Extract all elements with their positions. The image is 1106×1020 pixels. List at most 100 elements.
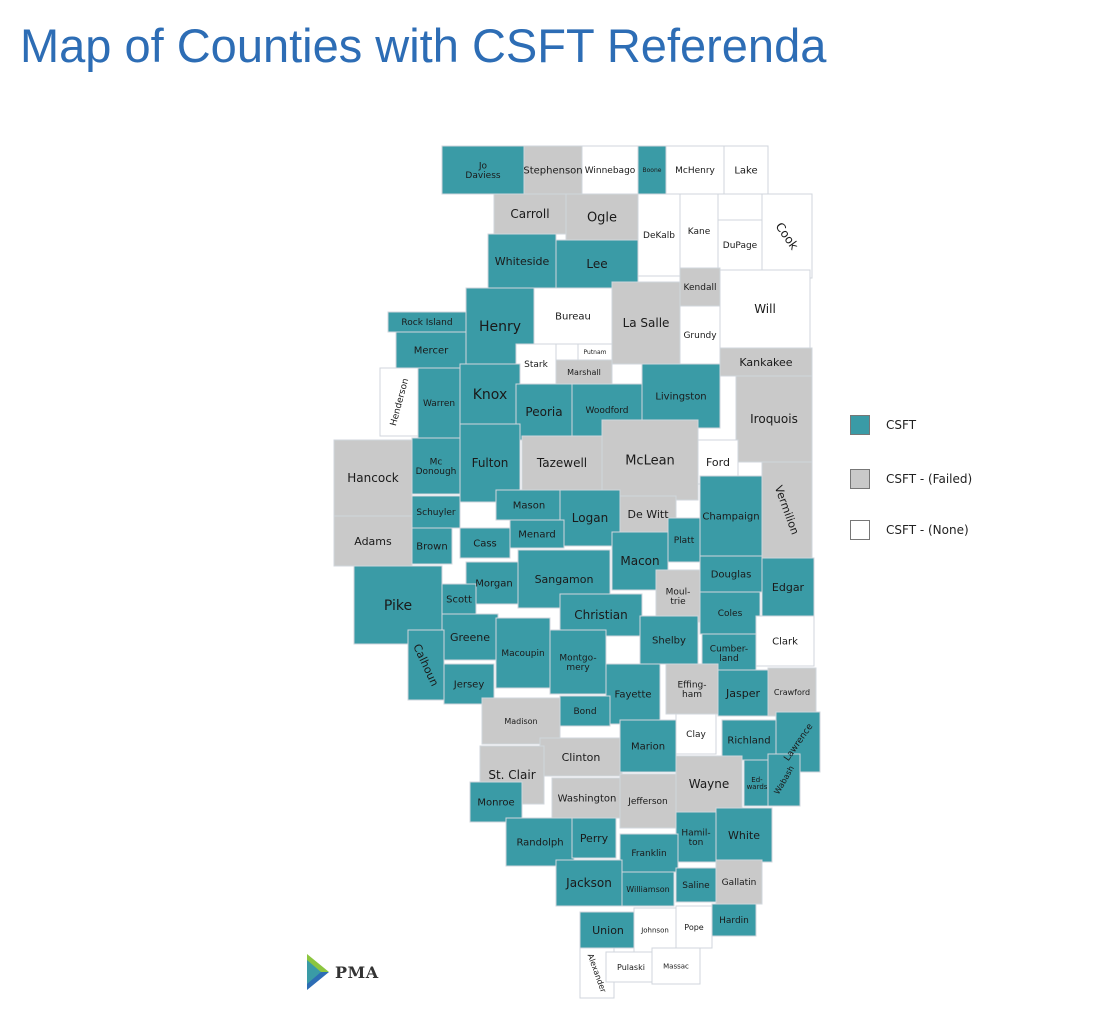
county-warren [417,367,461,439]
county-peoria [515,383,573,441]
county-vermilion [761,461,813,559]
county-label-gallatin: Gallatin [722,878,757,888]
county-label-saline: Saline [682,881,710,891]
county-massac [651,947,701,985]
county-label-winnebago: Winnebago [585,166,636,176]
county-iroquois [735,375,813,463]
county-edgar [761,557,815,617]
county-montgomery [549,629,607,695]
county-label-logan: Logan [572,511,608,525]
county-label-whiteside: Whiteside [495,255,550,268]
county-label-platt: Platt [674,536,695,546]
legend-swatch-failed [850,469,870,489]
county-label-jasper: Jasper [725,687,760,700]
county-label-marion: Marion [631,742,665,753]
county-label-crawford: Crawford [774,688,810,697]
county-label-mc-donough: Mc Donough [416,457,457,476]
legend-label-csft: CSFT [886,418,917,432]
county-macoupin [495,617,551,689]
county-label-dekalb: DeKalb [643,231,675,241]
county-label-kendall: Kendall [684,283,717,293]
county-label-williamson: Williamson [626,885,669,894]
county-wabash [767,753,801,807]
county-cook [761,193,813,279]
county-label-mclean: McLean [625,454,675,469]
county-hamilton [675,811,717,863]
county-label-effingham: Effing-ham [677,680,706,699]
county-label-coles: Coles [718,609,743,619]
county-label-champaign: Champaign [702,512,759,523]
county-label-richland: Richland [727,736,770,747]
county-knox [459,363,521,425]
legend-swatch-csft [850,415,870,435]
county-kankakee [719,347,813,377]
county-label-kankakee: Kankakee [739,356,792,369]
county-label-jefferson: Jefferson [627,797,668,807]
county-label-stark: Stark [524,360,548,370]
county-jersey [443,663,495,705]
county-kendall [679,267,721,307]
pma-logo-icon [307,954,329,990]
county-label-mchenry: McHenry [675,166,715,176]
county-hardin [711,903,757,937]
county-label-ogle: Ogle [587,211,617,226]
county-label-livingston: Livingston [655,392,706,403]
county-label-boone: Boone [643,167,662,174]
county-christian [559,593,643,637]
county-label-fayette: Fayette [614,690,651,701]
county-label-macon: Macon [620,554,659,568]
county-bureau [533,287,613,345]
county-label-lee: Lee [586,257,607,271]
county-greene [441,613,499,661]
county-label-putnam: Putnam [584,349,607,356]
pma-logo: PMA [305,952,379,992]
county-label-carroll: Carroll [510,207,549,221]
county-label-douglas: Douglas [711,570,752,581]
county-dekalb [637,193,681,277]
county-mercer [395,331,467,369]
county-tazewell [521,435,603,491]
county-label-scott: Scott [446,595,472,606]
county-mclean [601,419,699,501]
county-label-st-clair: St. Clair [488,768,535,782]
county-jasper [717,669,769,717]
county-label-washington: Washington [558,794,617,805]
county-label-cumberland: Cumber-land [710,644,748,663]
county-label-perry: Perry [580,832,609,845]
county-label-rock-island: Rock Island [401,318,452,328]
county-williamson [621,871,675,907]
county-label-de-witt: De Witt [627,508,669,521]
county-lake [723,145,769,195]
county-effingham [665,663,719,715]
county-label-jo-daviess: Jo Daviess [465,161,500,180]
county-label-moultrie: Moul-trie [666,587,691,606]
legend-item-none: CSFT - (None) [850,520,969,540]
county-winnebago [581,145,639,195]
county-coles [699,591,761,635]
county-label-christian: Christian [574,608,628,622]
county-label-pope: Pope [684,923,704,932]
page-title: Map of Counties with CSFT Referenda [20,19,827,72]
county-label-warren: Warren [423,399,455,409]
county-label-edwards: Ed-wards [747,776,768,791]
county-label-will: Will [754,302,776,316]
county-label-peoria: Peoria [525,405,562,419]
county-label-iroquois: Iroquois [750,412,798,426]
county-stephenson [523,145,583,195]
legend-item-failed: CSFT - (Failed) [850,469,972,489]
county-label-kane: Kane [688,227,711,237]
county-label-marshall: Marshall [567,368,601,377]
county-label-wayne: Wayne [689,777,730,791]
county-label-jackson: Jackson [565,876,612,890]
county-label-union: Union [592,924,624,937]
county-label-sangamon: Sangamon [535,573,594,586]
county-label-johnson: Johnson [640,926,669,934]
county-logan [559,489,621,547]
legend-label-none: CSFT - (None) [886,523,969,537]
county-label-madison: Madison [504,717,537,726]
pma-logo-text: PMA [335,962,379,982]
county-label-cass: Cass [473,539,497,550]
county-henderson [379,367,419,437]
county-jo-daviess [441,145,525,195]
